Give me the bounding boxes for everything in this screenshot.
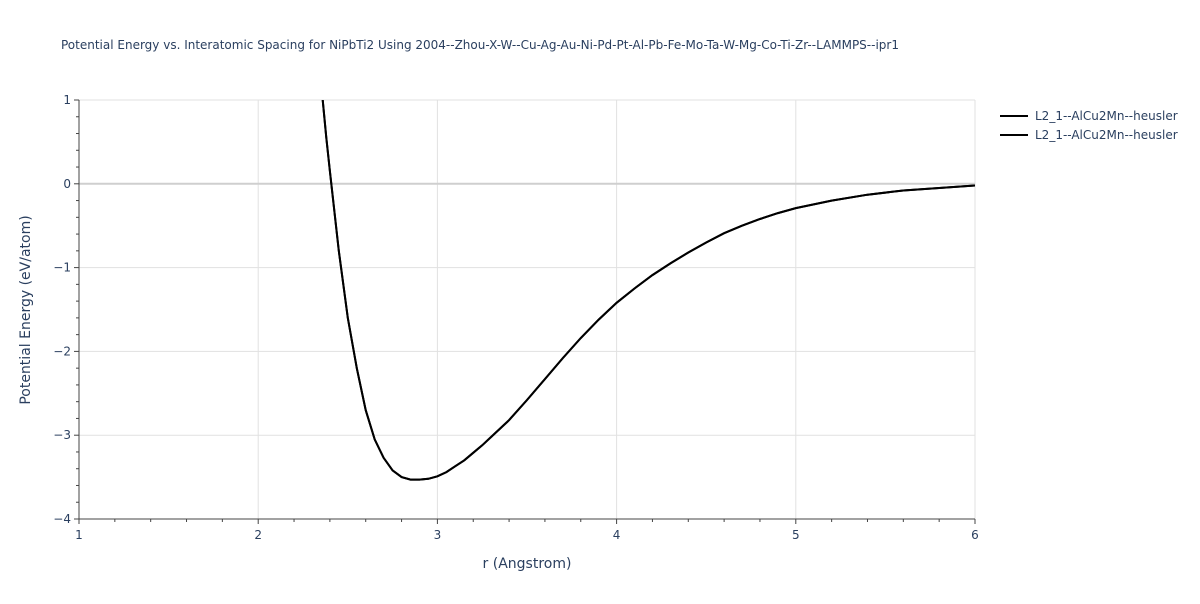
x-axis-label: r (Angstrom) — [483, 556, 572, 572]
chart-title: Potential Energy vs. Interatomic Spacing… — [61, 38, 899, 52]
x-tick-label: 6 — [971, 528, 979, 542]
legend-swatch — [1000, 133, 1028, 136]
y-tick-label: 1 — [63, 93, 71, 107]
y-tick-label: 0 — [63, 177, 71, 191]
legend-item-2[interactable]: L2_1--AlCu2Mn--heusler — [1000, 125, 1178, 144]
x-tick-label: 2 — [254, 528, 262, 542]
y-tick-label: −2 — [53, 344, 71, 358]
x-tick-label: 3 — [434, 528, 442, 542]
legend[interactable]: L2_1--AlCu2Mn--heusler L2_1--AlCu2Mn--heu… — [1000, 106, 1178, 144]
x-tick-label: 5 — [792, 528, 800, 542]
y-tick-label: −4 — [53, 512, 71, 526]
y-axis-label: Potential Energy (eV/atom) — [18, 215, 34, 404]
series-layer — [321, 100, 975, 481]
legend-item-1[interactable]: L2_1--AlCu2Mn--heusler — [1000, 106, 1178, 125]
series-line-2 — [321, 100, 975, 481]
x-tick-label: 1 — [75, 528, 83, 542]
y-tick-label: −3 — [53, 428, 71, 442]
y-tick-label: −1 — [53, 261, 71, 275]
series-line-1 — [321, 100, 975, 481]
x-tick-label: 4 — [613, 528, 621, 542]
axis-layer: 1 2 3 4 5 6 1 0 −1 −2 −3 −4 — [53, 93, 979, 542]
legend-swatch — [1000, 114, 1028, 117]
grid-layer — [79, 99, 976, 519]
legend-label: L2_1--AlCu2Mn--heusler — [1035, 108, 1178, 123]
legend-label: L2_1--AlCu2Mn--heusler — [1035, 127, 1178, 142]
